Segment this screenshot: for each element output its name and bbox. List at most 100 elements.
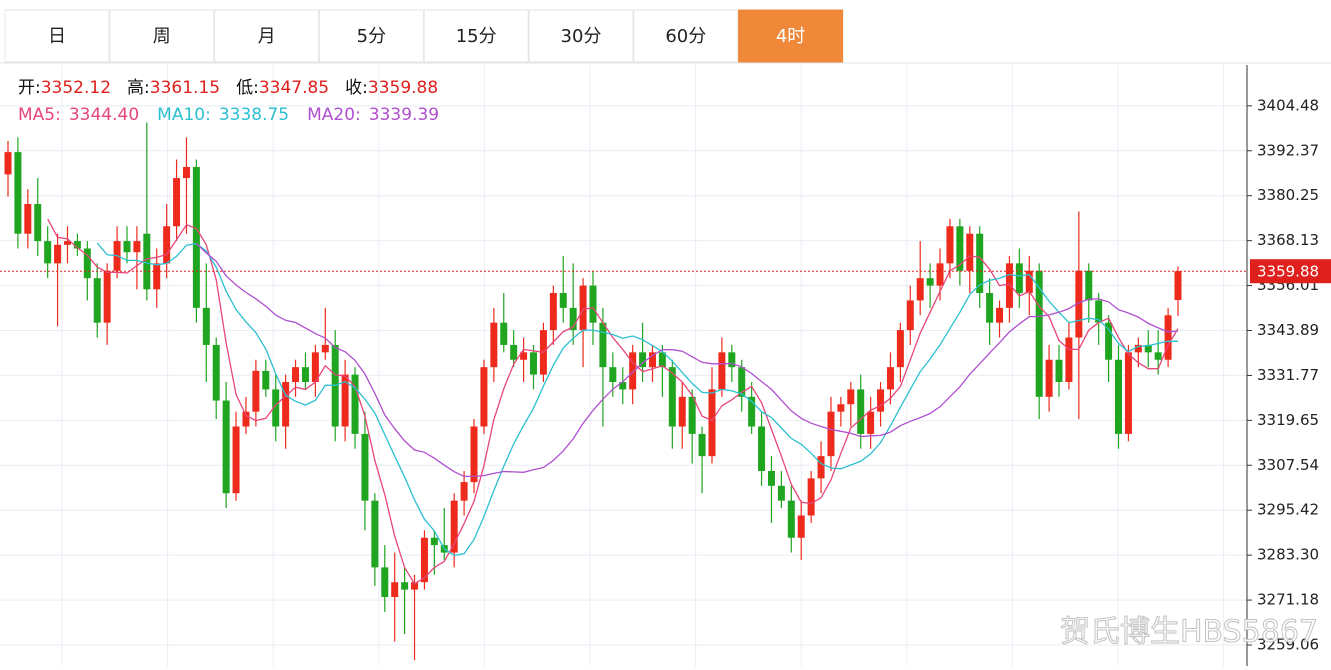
candle-body bbox=[163, 226, 171, 264]
candle-body bbox=[450, 500, 458, 553]
tab[interactable] bbox=[528, 9, 634, 63]
tab[interactable] bbox=[109, 9, 215, 63]
tab-label[interactable]: 周 bbox=[153, 26, 171, 47]
y-tick-label: 3271.18 bbox=[1257, 591, 1319, 609]
candle-body bbox=[252, 370, 260, 412]
candle-body bbox=[619, 381, 627, 390]
ma-legend-name: MA5: bbox=[18, 105, 61, 125]
candle-body bbox=[916, 278, 924, 301]
candle-body bbox=[272, 389, 280, 427]
candle-body bbox=[549, 293, 557, 331]
candle-body bbox=[1045, 359, 1053, 397]
candle-body bbox=[1124, 352, 1132, 434]
tab-label[interactable]: 60分 bbox=[665, 26, 706, 47]
candle-body bbox=[93, 278, 101, 323]
candle-body bbox=[182, 166, 190, 179]
y-tick-label: 3368.13 bbox=[1257, 231, 1319, 249]
candle-body bbox=[986, 293, 994, 323]
candle-body bbox=[44, 241, 52, 264]
tab[interactable] bbox=[214, 9, 320, 63]
candle-body bbox=[1115, 359, 1123, 434]
tab[interactable] bbox=[423, 9, 529, 63]
candle-body bbox=[718, 352, 726, 390]
tab[interactable] bbox=[318, 9, 424, 63]
candle-body bbox=[103, 270, 111, 323]
candle-body bbox=[262, 370, 270, 390]
candle-body bbox=[192, 166, 200, 308]
ohlc-label: 开: bbox=[18, 78, 41, 98]
candle-body bbox=[1025, 270, 1033, 294]
candle-body bbox=[153, 263, 161, 290]
candle-body bbox=[222, 400, 230, 494]
candle-body bbox=[1055, 359, 1063, 382]
candle-body bbox=[282, 381, 290, 427]
candle-body bbox=[133, 241, 141, 253]
tab[interactable] bbox=[633, 9, 739, 63]
candle-body bbox=[1144, 344, 1152, 353]
candle-body bbox=[212, 344, 220, 401]
y-tick-label: 3259.06 bbox=[1257, 636, 1319, 654]
candle-body bbox=[321, 344, 329, 353]
candle-body bbox=[1065, 337, 1073, 382]
ohlc-label: 收: bbox=[345, 78, 368, 98]
ma-legend-name: MA10: bbox=[157, 105, 211, 125]
candle-body bbox=[569, 307, 577, 331]
last-price-box bbox=[1250, 259, 1331, 284]
candle-body bbox=[966, 233, 974, 271]
tab[interactable] bbox=[4, 9, 110, 63]
candle-body bbox=[589, 285, 597, 323]
candle-body bbox=[817, 456, 825, 479]
candle-body bbox=[510, 344, 518, 360]
candle-body bbox=[857, 389, 865, 434]
candle-body bbox=[1075, 270, 1083, 338]
y-tick-label: 3343.89 bbox=[1257, 321, 1319, 339]
candle-body bbox=[738, 367, 746, 397]
candle-body bbox=[896, 330, 904, 368]
last-price-label: 3359.88 bbox=[1257, 263, 1319, 281]
candle-body bbox=[599, 322, 607, 368]
candle-body bbox=[976, 233, 984, 294]
candle-body bbox=[1154, 352, 1162, 360]
ohlc-value: 3352.12 bbox=[41, 78, 111, 98]
candle-body bbox=[401, 582, 409, 590]
candle-body bbox=[787, 500, 795, 538]
candle-body bbox=[470, 426, 478, 483]
candle-body bbox=[341, 374, 349, 427]
tab-label[interactable]: 月 bbox=[258, 26, 276, 47]
ohlc-label: 高: bbox=[127, 78, 150, 98]
candle-body bbox=[639, 352, 647, 368]
candle-body bbox=[748, 396, 756, 427]
candle-body bbox=[579, 285, 587, 331]
tab-label[interactable]: 5分 bbox=[357, 26, 386, 47]
candle-body bbox=[658, 352, 666, 368]
y-tick-label: 3380.25 bbox=[1257, 186, 1319, 204]
watermark: 贺氏博生HBS5867 bbox=[1060, 615, 1318, 650]
candle-body bbox=[34, 204, 42, 242]
tab-label[interactable]: 4时 bbox=[776, 26, 805, 47]
tab-label[interactable]: 30分 bbox=[561, 26, 602, 47]
candle-body bbox=[430, 537, 438, 546]
candle-body bbox=[490, 322, 498, 368]
candle-body bbox=[877, 389, 885, 412]
candle-body bbox=[668, 367, 676, 427]
moving-average-line bbox=[47, 218, 1179, 585]
candle-body bbox=[807, 478, 815, 516]
candle-body bbox=[391, 582, 399, 598]
candle-body bbox=[232, 426, 240, 494]
candle-body bbox=[381, 567, 389, 598]
candle-body bbox=[4, 152, 12, 175]
candle-body bbox=[758, 426, 766, 471]
candle-body bbox=[73, 241, 81, 249]
tab-label[interactable]: 日 bbox=[48, 26, 66, 47]
candle-body bbox=[292, 367, 300, 382]
ohlc-value: 3347.85 bbox=[259, 78, 329, 98]
candle-body bbox=[202, 307, 210, 345]
tab-label[interactable]: 15分 bbox=[456, 26, 497, 47]
candle-body bbox=[956, 226, 964, 271]
candle-body bbox=[1035, 270, 1043, 397]
tab-bar: 日 周 月 5分 15分 30分 60分 4时 bbox=[0, 9, 1331, 64]
candle-body bbox=[1174, 271, 1182, 300]
tab[interactable] bbox=[738, 9, 844, 63]
candle-body bbox=[926, 278, 934, 286]
